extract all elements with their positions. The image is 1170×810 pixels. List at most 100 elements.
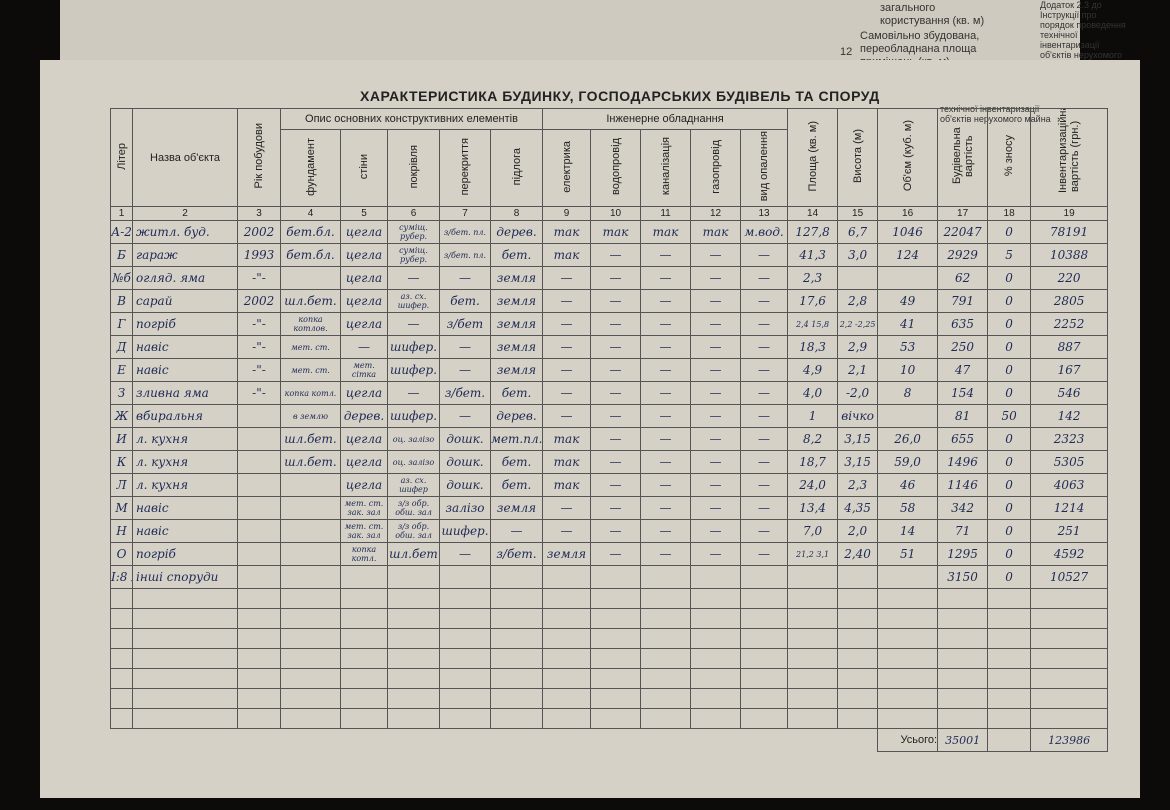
cell: 0: [987, 220, 1032, 244]
cell: з/бет. пл.: [439, 220, 491, 244]
cell: 5305: [1030, 450, 1109, 474]
cell: огляд. яма: [132, 266, 238, 290]
cell: —: [489, 519, 544, 543]
column-header: % зносу: [987, 108, 1032, 207]
cell: [1030, 708, 1109, 729]
column-header: стіни: [340, 129, 388, 207]
cell: [787, 608, 839, 629]
cell: —: [387, 312, 440, 336]
cell: мет.пл.: [489, 427, 544, 451]
cell: [542, 668, 592, 689]
cell: 1295: [937, 542, 989, 566]
cell: [237, 648, 281, 669]
cell: —: [690, 450, 742, 474]
cell: бет.: [489, 381, 544, 405]
cell: 13,4: [787, 496, 839, 520]
cell: 0: [987, 450, 1032, 474]
cell: [987, 728, 1032, 752]
cell: [690, 588, 742, 609]
cell: —: [740, 243, 789, 267]
cell: шифер.: [387, 358, 440, 382]
column-number: 9: [542, 206, 592, 221]
cell: [237, 588, 281, 609]
cell: [690, 668, 742, 689]
cell: 18,3: [787, 335, 839, 359]
cell: [1030, 628, 1109, 649]
cell: [237, 628, 281, 649]
cell: [1030, 608, 1109, 629]
cell: 0: [987, 427, 1032, 451]
cell: 8,2: [787, 427, 839, 451]
header-text: підлога: [510, 147, 523, 186]
cell: [877, 608, 939, 629]
column-number: 16: [877, 206, 939, 221]
cell: [280, 608, 341, 629]
cell: [690, 688, 742, 709]
empty-row: [110, 668, 1109, 689]
cell: [280, 588, 341, 609]
cell: 0: [987, 381, 1032, 405]
cell: бет.: [489, 450, 544, 474]
cell: [110, 688, 133, 709]
cell: —: [542, 496, 592, 520]
cell: [280, 473, 341, 497]
column-header: вид опалення: [740, 129, 789, 207]
cell: [132, 588, 238, 609]
column-header: Площа (кв. м): [787, 108, 839, 207]
cell: [837, 608, 879, 629]
cell: копка котл.: [340, 542, 388, 566]
column-number: 3: [237, 206, 281, 221]
cell: [237, 427, 281, 451]
cell: шифер.: [387, 404, 440, 428]
cell: [237, 708, 281, 729]
cell: земля: [542, 542, 592, 566]
cell: [132, 688, 238, 709]
cell: навіс: [132, 519, 238, 543]
cell: 81: [937, 404, 989, 428]
cell: 3150: [937, 565, 989, 589]
cell: 2,0: [837, 519, 879, 543]
cell: 635: [937, 312, 989, 336]
cell: Г: [110, 312, 133, 336]
header-text: Висота (м): [851, 129, 864, 183]
cell: —: [542, 312, 592, 336]
cell: житл. буд.: [132, 220, 238, 244]
cell: 546: [1030, 381, 1109, 405]
column-number: 11: [640, 206, 692, 221]
cell: —: [640, 473, 692, 497]
column-number: 6: [387, 206, 440, 221]
cell: —: [542, 289, 592, 313]
cell: [787, 648, 839, 669]
empty-row: [110, 588, 1109, 609]
column-header: перекриття: [439, 129, 491, 207]
cell: [237, 688, 281, 709]
cell: —: [590, 289, 642, 313]
cell: [640, 648, 692, 669]
column-number: 15: [837, 206, 879, 221]
cell: 154: [937, 381, 989, 405]
cell: [690, 608, 742, 629]
cell: 655: [937, 427, 989, 451]
cell: [340, 708, 388, 729]
cell: 2252: [1030, 312, 1109, 336]
cell: —: [387, 381, 440, 405]
cell: [110, 608, 133, 629]
cell: бет.бл.: [280, 220, 341, 244]
cell: [987, 688, 1032, 709]
cell: так: [640, 220, 692, 244]
cell: [340, 628, 388, 649]
cell: земля: [489, 312, 544, 336]
column-number: 13: [740, 206, 789, 221]
total-inventory: 123986: [1030, 728, 1109, 752]
cell: [439, 588, 491, 609]
cell: —: [439, 542, 491, 566]
cell: [489, 565, 544, 589]
header-text: каналізація: [659, 137, 672, 196]
cell: 1: [787, 404, 839, 428]
cell: 167: [1030, 358, 1109, 382]
